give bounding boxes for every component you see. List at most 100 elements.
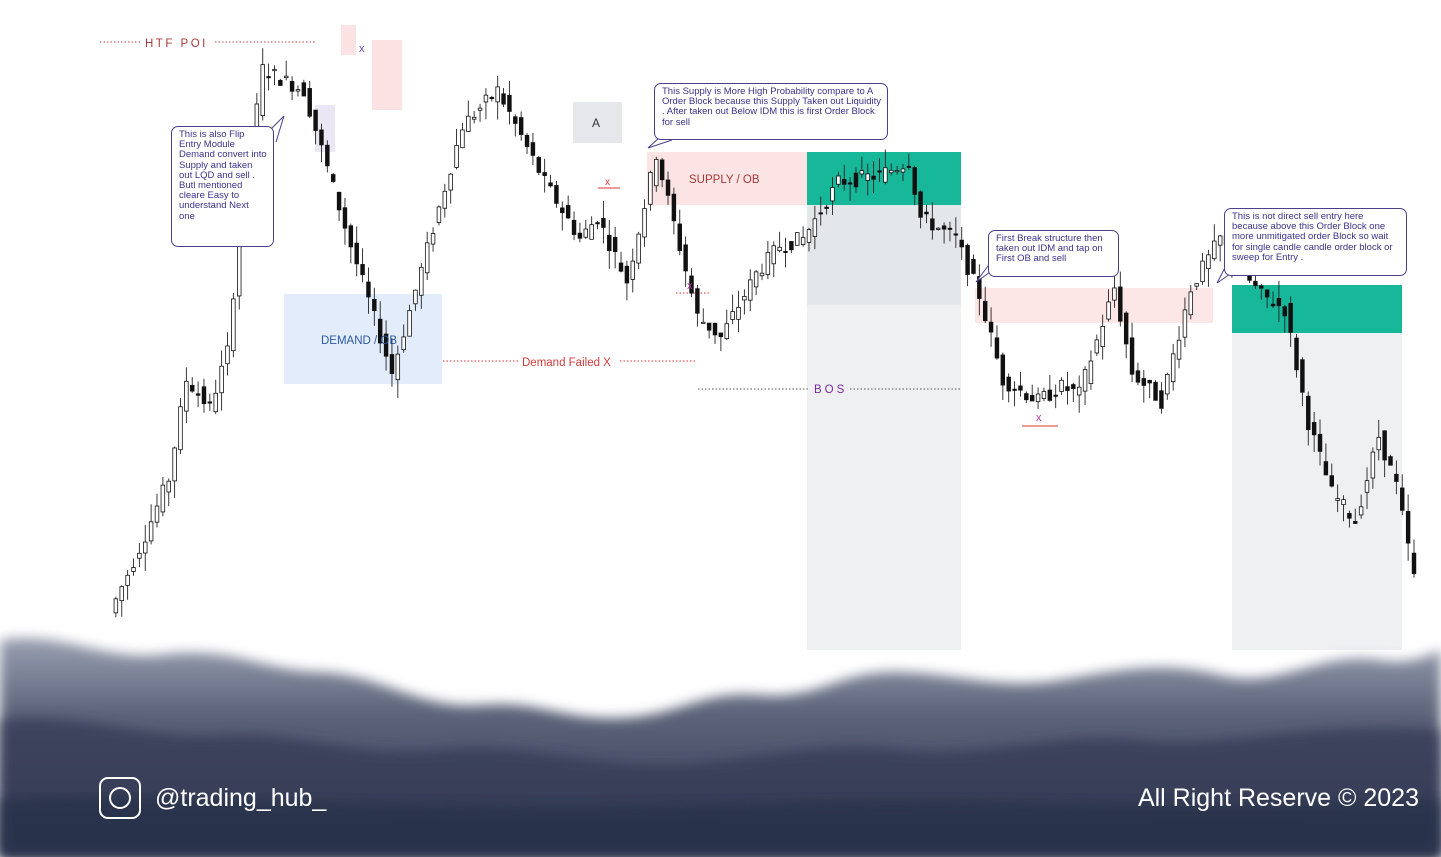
- candle-down: [313, 109, 318, 131]
- candle-down: [706, 322, 712, 331]
- candle-up: [471, 116, 477, 120]
- candle-down: [1141, 378, 1147, 386]
- candle-down: [201, 386, 207, 405]
- candle-down: [1123, 312, 1129, 345]
- candle-up: [1217, 235, 1223, 246]
- candle-down: [689, 275, 694, 294]
- candle-up: [483, 94, 489, 103]
- candle-down: [994, 337, 1000, 359]
- candle-up: [219, 365, 224, 394]
- candle-up: [1182, 309, 1188, 338]
- candle-up: [1335, 498, 1340, 501]
- candle-up: [806, 229, 812, 243]
- note-break-structure: First Break structure then taken out IDM…: [988, 230, 1119, 277]
- candle-down: [1347, 513, 1352, 519]
- candle-down: [871, 175, 876, 180]
- candle-down: [301, 82, 307, 97]
- candle-up: [460, 129, 465, 149]
- candle-up: [448, 173, 453, 191]
- candle-up: [883, 167, 888, 183]
- candle-down: [530, 142, 536, 156]
- candle-down: [330, 174, 336, 182]
- candle-up: [1170, 353, 1176, 383]
- range-shade-1-top: [807, 205, 961, 305]
- x-mark-3: x: [687, 280, 693, 292]
- candle-down: [1153, 381, 1158, 401]
- candle-up: [642, 208, 647, 238]
- candle-down: [601, 218, 606, 228]
- candle-down: [1306, 395, 1311, 430]
- candle-down: [501, 93, 506, 105]
- candle-down: [906, 165, 912, 168]
- candle-up: [1059, 379, 1064, 392]
- candle-up: [583, 228, 589, 238]
- candle-up: [836, 175, 841, 185]
- candle-down: [1024, 393, 1029, 401]
- candle-down: [877, 170, 882, 173]
- candle-down: [1288, 302, 1293, 333]
- candle-down: [1071, 384, 1076, 389]
- candle-down: [1300, 359, 1305, 393]
- candle-up: [935, 227, 941, 230]
- candle-down: [1353, 521, 1358, 524]
- candle-up: [419, 266, 424, 296]
- candle-down: [818, 212, 823, 215]
- candle-down: [918, 191, 923, 218]
- candle-up: [812, 218, 818, 237]
- candle-up: [395, 353, 401, 381]
- demand-ob-label: DEMAND / OB: [321, 335, 397, 347]
- candle-down: [718, 332, 724, 338]
- a-label: A: [592, 116, 600, 130]
- candle-down: [1264, 289, 1270, 298]
- candle-up: [830, 187, 835, 202]
- candle-down: [1323, 461, 1329, 476]
- social-handle[interactable]: @trading_hub_: [155, 784, 327, 812]
- candle-down: [354, 242, 359, 265]
- candle-down: [366, 281, 371, 298]
- candle-up: [795, 232, 800, 246]
- candle-up: [466, 115, 471, 132]
- candle-up: [160, 484, 166, 513]
- candle-down: [959, 239, 964, 248]
- candle-down: [266, 76, 271, 79]
- candle-up: [119, 586, 124, 602]
- candle-up: [295, 89, 301, 92]
- candle-down: [548, 182, 553, 187]
- instagram-icon[interactable]: [99, 777, 141, 819]
- candle-down: [325, 144, 330, 167]
- candle-up: [1212, 240, 1217, 260]
- candle-down: [577, 232, 583, 239]
- candle-up: [1112, 287, 1117, 301]
- candle-down: [595, 222, 600, 225]
- candle-up: [231, 298, 236, 352]
- candle-down: [695, 288, 700, 314]
- candle-down: [665, 179, 671, 196]
- candle-down: [383, 333, 389, 357]
- candle-up: [413, 289, 418, 305]
- candle-up: [225, 345, 230, 365]
- note-flip-entry: This is also Flip Entry Module Demand co…: [171, 126, 274, 247]
- candle-up: [430, 233, 436, 245]
- candle-down: [1029, 395, 1035, 402]
- x-mark-2: x: [605, 177, 610, 188]
- htf-poi-label: HTF POI: [145, 38, 208, 50]
- copyright-text: All Right Reserve © 2023: [1137, 784, 1419, 812]
- candle-down: [1259, 285, 1264, 289]
- candle-up: [800, 237, 806, 245]
- candle-up: [1364, 480, 1370, 493]
- candle-up: [283, 75, 289, 79]
- x-mark-4: x: [1036, 412, 1042, 424]
- note-not-direct-entry: This is not direct sell entry here becau…: [1224, 208, 1407, 276]
- candle-up: [724, 323, 729, 339]
- candle-down: [524, 134, 530, 148]
- candle-up: [1082, 369, 1088, 392]
- candle-up: [213, 392, 218, 413]
- instagram-lens-icon: [109, 787, 131, 809]
- candle-up: [1041, 391, 1047, 399]
- range-shade-2: [1232, 333, 1402, 650]
- candle-up: [889, 169, 894, 174]
- candle-up: [1165, 373, 1170, 395]
- candle-up: [131, 567, 136, 572]
- candle-down: [289, 80, 295, 92]
- candle-down: [982, 300, 988, 322]
